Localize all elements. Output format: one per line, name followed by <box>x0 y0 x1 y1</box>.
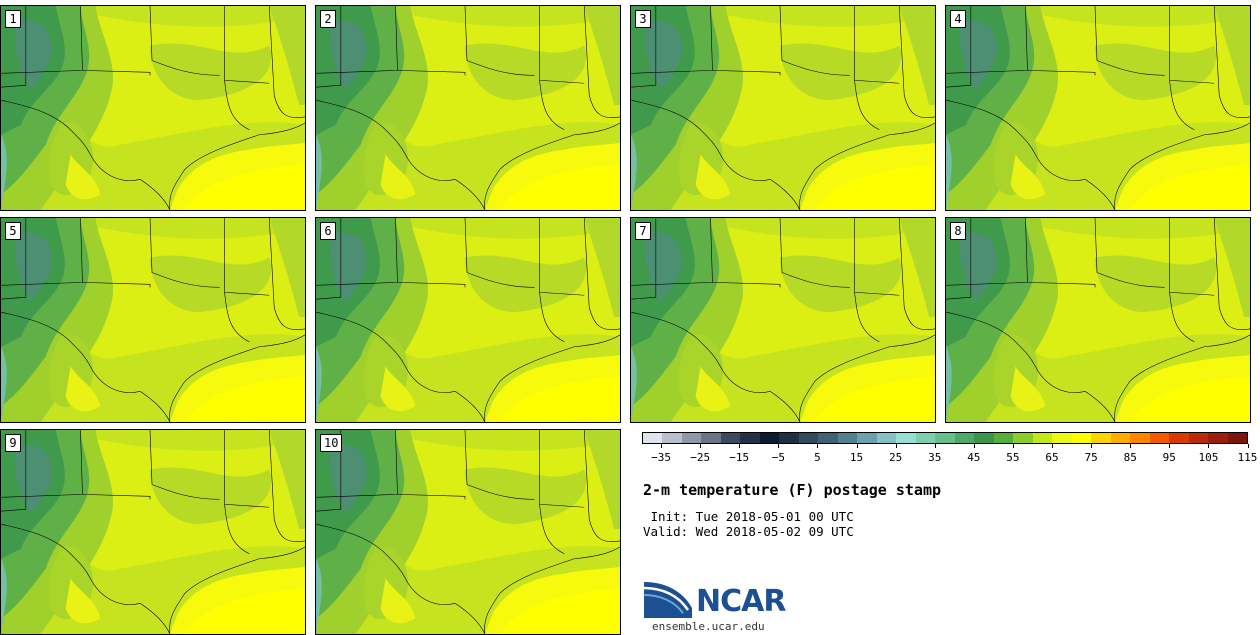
colorbar-segment <box>740 433 760 443</box>
member-label: 5 <box>5 222 21 240</box>
colorbar-tick-label: 75 <box>1084 451 1098 464</box>
ensemble-member-map-9: 9 <box>0 429 306 635</box>
site-url: ensemble.ucar.edu <box>652 620 765 633</box>
colorbar-tick <box>1091 444 1093 448</box>
ensemble-member-map-3: 3 <box>630 5 936 211</box>
colorbar-segment <box>896 433 916 443</box>
colorbar-tick-label: −5 <box>771 451 785 464</box>
colorbar-tick <box>934 444 936 448</box>
colorbar-segment <box>974 433 994 443</box>
temperature-colorbar <box>642 432 1248 444</box>
colorbar-tick-label: 25 <box>889 451 903 464</box>
colorbar-segment <box>857 433 877 443</box>
colorbar-segment <box>1188 433 1209 443</box>
colorbar-tick-label: 105 <box>1198 451 1219 464</box>
colorbar-tick <box>661 444 663 448</box>
colorbar-segment <box>1110 433 1131 443</box>
colorbar-segment <box>915 433 936 443</box>
colorbar-segment <box>1130 433 1150 443</box>
ensemble-member-map-4: 4 <box>945 5 1251 211</box>
colorbar-tick <box>1247 444 1249 448</box>
colorbar-segment <box>662 433 682 443</box>
ensemble-member-map-6: 6 <box>315 217 621 423</box>
member-label: 6 <box>320 222 336 240</box>
init-time: Init: Tue 2018-05-01 00 UTC <box>643 509 854 524</box>
colorbar-tick <box>817 444 819 448</box>
colorbar-tick-label: 95 <box>1162 451 1176 464</box>
colorbar-segment <box>935 433 955 443</box>
colorbar-tick <box>1052 444 1054 448</box>
colorbar-segment <box>798 433 819 443</box>
colorbar-segment <box>954 433 975 443</box>
plot-title: 2-m temperature (F) postage stamp <box>643 481 942 499</box>
colorbar-tick-label: 115 <box>1237 451 1258 464</box>
colorbar-tick <box>778 444 780 448</box>
colorbar-tick-label: 15 <box>849 451 864 464</box>
member-label: 7 <box>635 222 651 240</box>
colorbar-ticks: −35 −25 −15 −5 5 15 25 35 45 55 65 75 85 95 105 115 <box>642 444 1257 466</box>
colorbar-segment <box>681 433 702 443</box>
colorbar-tick <box>895 444 897 448</box>
colorbar-tick-label: 5 <box>814 451 821 464</box>
ensemble-member-map-2: 2 <box>315 5 621 211</box>
colorbar-segment <box>779 433 799 443</box>
ensemble-member-map-5: 5 <box>0 217 306 423</box>
colorbar-segment <box>993 433 1014 443</box>
ensemble-member-map-1: 1 <box>0 5 306 211</box>
member-label: 3 <box>635 10 651 28</box>
colorbar-tick-label: −35 <box>651 451 671 464</box>
colorbar-tick <box>1169 444 1171 448</box>
member-label: 8 <box>950 222 966 240</box>
member-label: 4 <box>950 10 966 28</box>
colorbar-segment <box>759 433 780 443</box>
ensemble-member-map-8: 8 <box>945 217 1251 423</box>
colorbar-tick <box>973 444 975 448</box>
colorbar-segment <box>876 433 897 443</box>
colorbar-segment <box>1149 433 1170 443</box>
ensemble-member-map-10: 10 <box>315 429 621 635</box>
colorbar-segment <box>720 433 741 443</box>
colorbar-tick-label: 35 <box>928 451 942 464</box>
colorbar-segment <box>1013 433 1033 443</box>
colorbar-tick <box>1012 444 1014 448</box>
colorbar-segment <box>1052 433 1072 443</box>
ncar-logo-text: NCAR <box>696 584 786 619</box>
colorbar-tick <box>856 444 858 448</box>
member-label: 2 <box>320 10 336 28</box>
colorbar-tick <box>1208 444 1210 448</box>
member-label: 9 <box>5 434 21 452</box>
ncar-logo-icon <box>643 582 692 618</box>
colorbar-tick-label: 45 <box>967 451 981 464</box>
colorbar-segment <box>1227 433 1248 443</box>
colorbar-segment <box>818 433 838 443</box>
colorbar-tick-label: 55 <box>1006 451 1020 464</box>
member-label: 1 <box>5 10 21 28</box>
colorbar-tick-label: −25 <box>690 451 711 464</box>
member-label: 10 <box>320 434 343 452</box>
colorbar-segment <box>643 433 663 443</box>
colorbar-segment <box>701 433 721 443</box>
colorbar-segment <box>1208 433 1228 443</box>
ensemble-member-map-7: 7 <box>630 217 936 423</box>
colorbar-segment <box>1071 433 1092 443</box>
colorbar-tick <box>1130 444 1132 448</box>
colorbar-segment <box>1169 433 1189 443</box>
colorbar-segment <box>837 433 858 443</box>
colorbar-tick-label: −15 <box>729 451 750 464</box>
valid-time: Valid: Wed 2018-05-02 09 UTC <box>643 524 854 539</box>
colorbar-tick <box>700 444 702 448</box>
colorbar-tick <box>739 444 741 448</box>
colorbar-segment <box>1032 433 1053 443</box>
colorbar-tick-label: 85 <box>1123 451 1137 464</box>
colorbar-segment <box>1091 433 1111 443</box>
colorbar-tick-label: 65 <box>1045 451 1059 464</box>
